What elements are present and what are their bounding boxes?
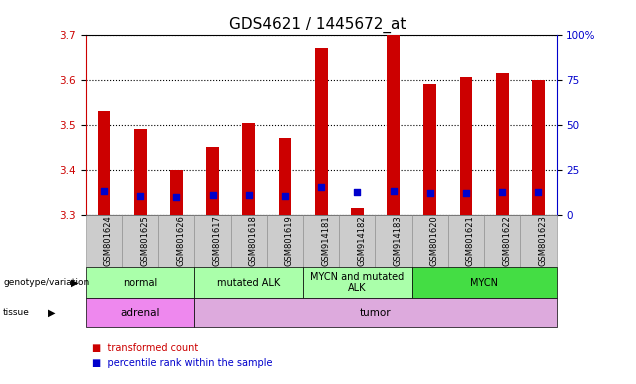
Text: ▶: ▶	[48, 308, 56, 318]
Point	[425, 190, 435, 197]
Point	[316, 184, 326, 190]
Text: GSM801624: GSM801624	[104, 215, 113, 266]
Text: ■  percentile rank within the sample: ■ percentile rank within the sample	[92, 358, 273, 368]
Bar	[460, 78, 473, 215]
Bar	[424, 84, 436, 215]
Text: GSM801625: GSM801625	[140, 215, 149, 266]
Text: mutated ALK: mutated ALK	[217, 278, 280, 288]
Text: MYCN: MYCN	[470, 278, 498, 288]
Bar	[170, 170, 183, 215]
Bar	[315, 48, 328, 215]
Point	[171, 194, 181, 200]
Point	[534, 189, 544, 195]
Text: GSM801619: GSM801619	[285, 215, 294, 266]
Text: tissue: tissue	[3, 308, 30, 317]
Text: adrenal: adrenal	[120, 308, 160, 318]
Text: ▶: ▶	[71, 278, 79, 288]
Point	[135, 193, 145, 199]
Text: GSM914181: GSM914181	[321, 216, 330, 266]
Text: MYCN and mutated
ALK: MYCN and mutated ALK	[310, 272, 404, 293]
Text: GSM914182: GSM914182	[357, 216, 366, 266]
Bar	[279, 138, 291, 215]
Point	[207, 192, 218, 198]
Text: GDS4621 / 1445672_at: GDS4621 / 1445672_at	[230, 17, 406, 33]
Point	[280, 192, 290, 199]
Text: GSM801623: GSM801623	[539, 215, 548, 266]
Text: GSM801620: GSM801620	[430, 215, 439, 266]
Point	[461, 190, 471, 197]
Text: genotype/variation: genotype/variation	[3, 278, 90, 287]
Text: GSM801621: GSM801621	[466, 215, 475, 266]
Point	[352, 189, 363, 195]
Bar	[351, 208, 364, 215]
Bar	[496, 73, 509, 215]
Text: GSM801618: GSM801618	[249, 215, 258, 266]
Bar	[387, 35, 400, 215]
Point	[99, 188, 109, 194]
Text: normal: normal	[123, 278, 157, 288]
Bar	[134, 129, 146, 215]
Point	[244, 192, 254, 198]
Text: ■  transformed count: ■ transformed count	[92, 343, 198, 353]
Point	[497, 189, 508, 195]
Text: GSM801626: GSM801626	[176, 215, 185, 266]
Text: GSM801622: GSM801622	[502, 215, 511, 266]
Bar	[206, 147, 219, 215]
Text: tumor: tumor	[360, 308, 391, 318]
Text: GSM801617: GSM801617	[212, 215, 221, 266]
Point	[389, 188, 399, 194]
Text: GSM914183: GSM914183	[394, 215, 403, 266]
Bar	[242, 122, 255, 215]
Bar	[98, 111, 110, 215]
Bar	[532, 80, 544, 215]
